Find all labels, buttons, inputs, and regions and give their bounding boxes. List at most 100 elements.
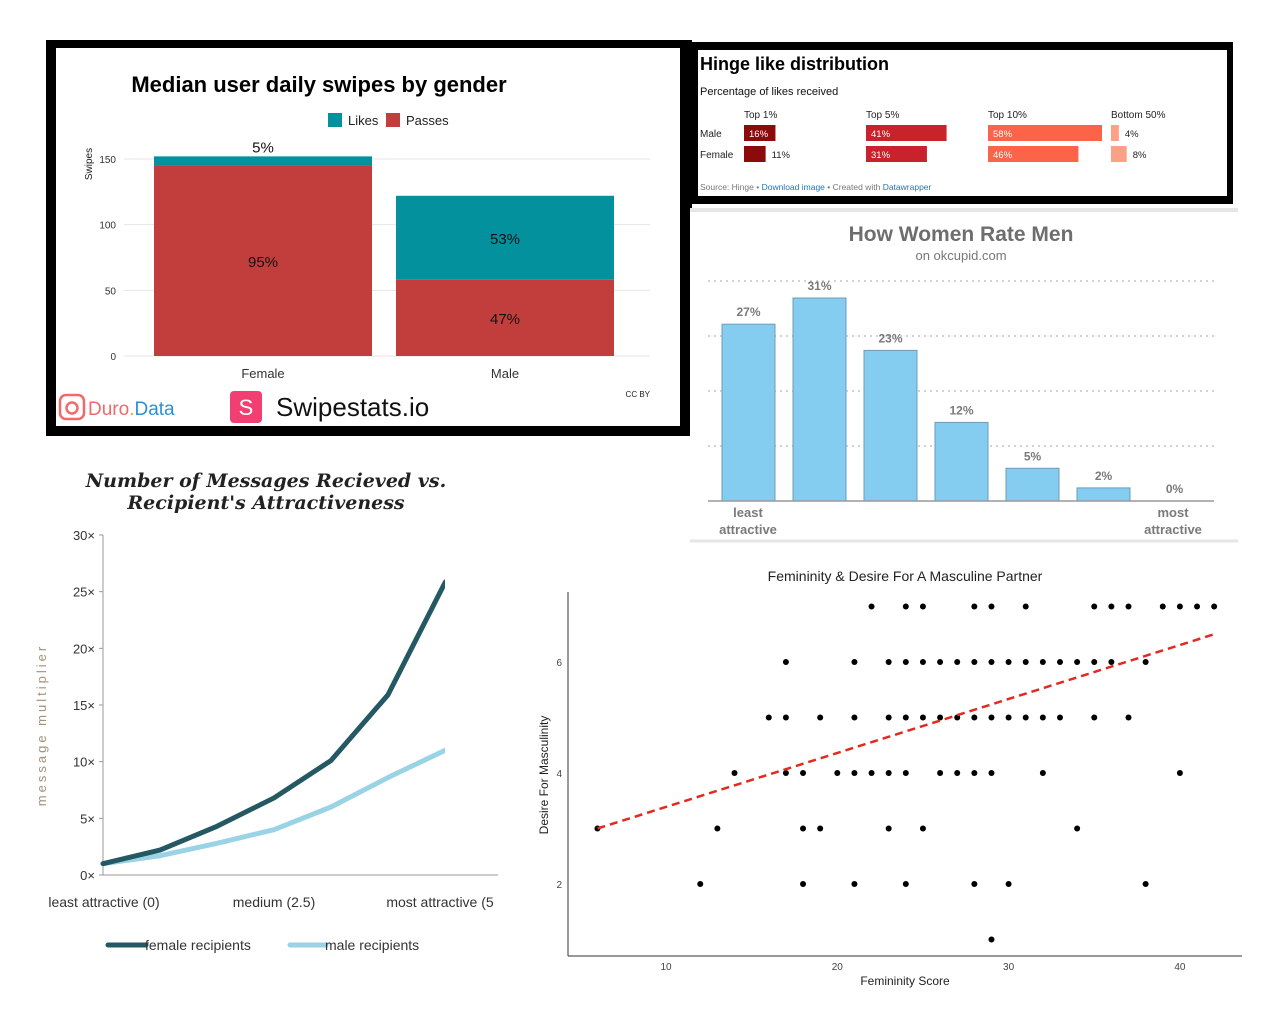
okcupid-data-label: 12% (949, 403, 973, 417)
okcupid-bar (1005, 467, 1060, 502)
okcupid-x-left-1: least (733, 505, 763, 520)
swipes-chart-panel: Median user daily swipes by gender Likes… (46, 40, 692, 436)
femininity-point (1159, 603, 1166, 610)
okcupid-data-label: 5% (1024, 449, 1042, 463)
femininity-point (919, 714, 926, 721)
femininity-point (919, 825, 926, 832)
okcupid-data-label: 0% (1166, 482, 1184, 496)
okcupid-data-label: 2% (1095, 469, 1113, 483)
femininity-point (1022, 714, 1029, 721)
femininity-y-tick: 2 (556, 880, 562, 891)
hinge-bar-label: 4% (1125, 129, 1139, 140)
hinge-bar-label: 46% (993, 150, 1013, 161)
okcupid-chart: How Women Rate Men on okcupid.com 27% 31%… (690, 208, 1238, 543)
camera-icon (58, 393, 86, 421)
swipes-bars: 95% 5% Female 47% 53% Male (154, 139, 614, 381)
femininity-point (954, 659, 961, 665)
hinge-bar (744, 125, 776, 141)
swipes-y-axis-label: Swipes (84, 148, 95, 180)
swipes-title: Median user daily swipes by gender (131, 72, 507, 97)
femininity-point (1005, 659, 1012, 665)
femininity-point (937, 659, 944, 665)
download-image-link[interactable]: Download image (762, 182, 826, 192)
femininity-point (988, 714, 995, 721)
messages-lines (100, 579, 445, 867)
okcupid-data-label: 27% (736, 305, 760, 319)
femininity-x-axis-label: Femininity Score (860, 974, 950, 988)
femininity-y-tick: 4 (556, 769, 562, 780)
femininity-chart-panel: Femininity & Desire For A Masculine Part… (530, 560, 1260, 1000)
messages-y-tick: 30× (73, 528, 95, 543)
femininity-point (1039, 714, 1046, 721)
femininity-point (937, 770, 944, 776)
camera-lens-icon (65, 401, 79, 415)
hinge-bar (988, 146, 1079, 162)
femininity-point (902, 603, 909, 610)
hinge-bar (866, 125, 947, 141)
hinge-column-header: Bottom 50% (1111, 110, 1166, 121)
okcupid-bar (934, 421, 989, 502)
femininity-chart: Femininity & Desire For A Masculine Part… (537, 568, 1242, 988)
okcupid-x-left-2: attractive (719, 522, 777, 537)
femininity-point (1039, 659, 1046, 665)
femininity-y-tick: 6 (556, 658, 562, 669)
duro-data-brand: Duro.Data (88, 399, 175, 420)
messages-title-line1: Number of Messages Recieved vs. (85, 470, 446, 492)
femininity-point (1074, 825, 1081, 832)
hinge-bar-label: 16% (749, 129, 769, 140)
messages-y-tick: 10× (73, 755, 95, 770)
femininity-point (868, 603, 875, 610)
swipestats-logo: S Swipestats.io (230, 391, 429, 423)
femininity-point (971, 714, 978, 721)
femininity-point (988, 659, 995, 665)
hinge-column-header: Top 5% (866, 110, 899, 121)
hinge-subtitle: Percentage of likes received (700, 86, 838, 98)
femininity-point (1005, 714, 1012, 721)
messages-line-female (100, 579, 445, 867)
swipestats-icon (230, 391, 262, 423)
femininity-point (1074, 659, 1081, 665)
hinge-chart: Hinge like distribution Percentage of li… (692, 42, 1233, 204)
femininity-point (1056, 714, 1063, 721)
swipes-chart: Median user daily swipes by gender Likes… (46, 40, 692, 436)
duro-data-logo: Duro.Data (58, 393, 175, 421)
femininity-axes: 10 20 30 40 2 4 6 (556, 592, 1242, 973)
okcupid-bar (1076, 487, 1131, 502)
okcupid-data-label: 31% (807, 279, 831, 293)
datawrapper-link[interactable]: Datawrapper (883, 182, 932, 192)
femininity-point (1005, 881, 1012, 887)
hinge-bar (744, 146, 766, 162)
legend-passes-label: Passes (406, 113, 449, 128)
hinge-source: Source: Hinge • Download image • Created… (700, 182, 932, 192)
hinge-column-header: Top 10% (988, 110, 1027, 121)
legend-male-label: male recipients (325, 937, 419, 953)
femininity-point (714, 825, 721, 832)
femininity-point (1125, 714, 1132, 721)
femininity-point (868, 770, 875, 776)
messages-x-tick: medium (2.5) (233, 894, 315, 910)
hinge-bar-label: 41% (871, 129, 891, 140)
messages-x-tick: most attractive (5 (386, 894, 494, 910)
femininity-point (1211, 603, 1218, 610)
messages-title-line2: Recipient's Attractiveness (126, 492, 405, 514)
femininity-point (919, 603, 926, 610)
messages-y-tick: 20× (73, 641, 95, 656)
femininity-point (1091, 714, 1098, 721)
femininity-point (971, 881, 978, 887)
femininity-x-tick: 30 (1003, 962, 1015, 973)
messages-chart: Number of Messages Recieved vs. Recipien… (34, 470, 498, 953)
femininity-point (851, 770, 858, 776)
okcupid-x-right-1: most (1157, 505, 1189, 520)
legend-passes-swatch (386, 113, 400, 127)
femininity-point (782, 714, 789, 721)
hinge-bar (1111, 125, 1119, 141)
okcupid-chart-panel: How Women Rate Men on okcupid.com 27% 31%… (690, 208, 1238, 543)
femininity-point (731, 770, 738, 776)
femininity-point (988, 770, 995, 776)
okcupid-subtitle: on okcupid.com (915, 248, 1006, 263)
swipes-data-label: 47% (490, 311, 520, 328)
femininity-point (937, 714, 944, 721)
hinge-bars: Top 1% 16%11% Top 5% 41% 31% Top 10% 58% 46% Bot… (744, 110, 1166, 162)
femininity-point (1142, 881, 1149, 887)
femininity-trend (597, 633, 1215, 830)
